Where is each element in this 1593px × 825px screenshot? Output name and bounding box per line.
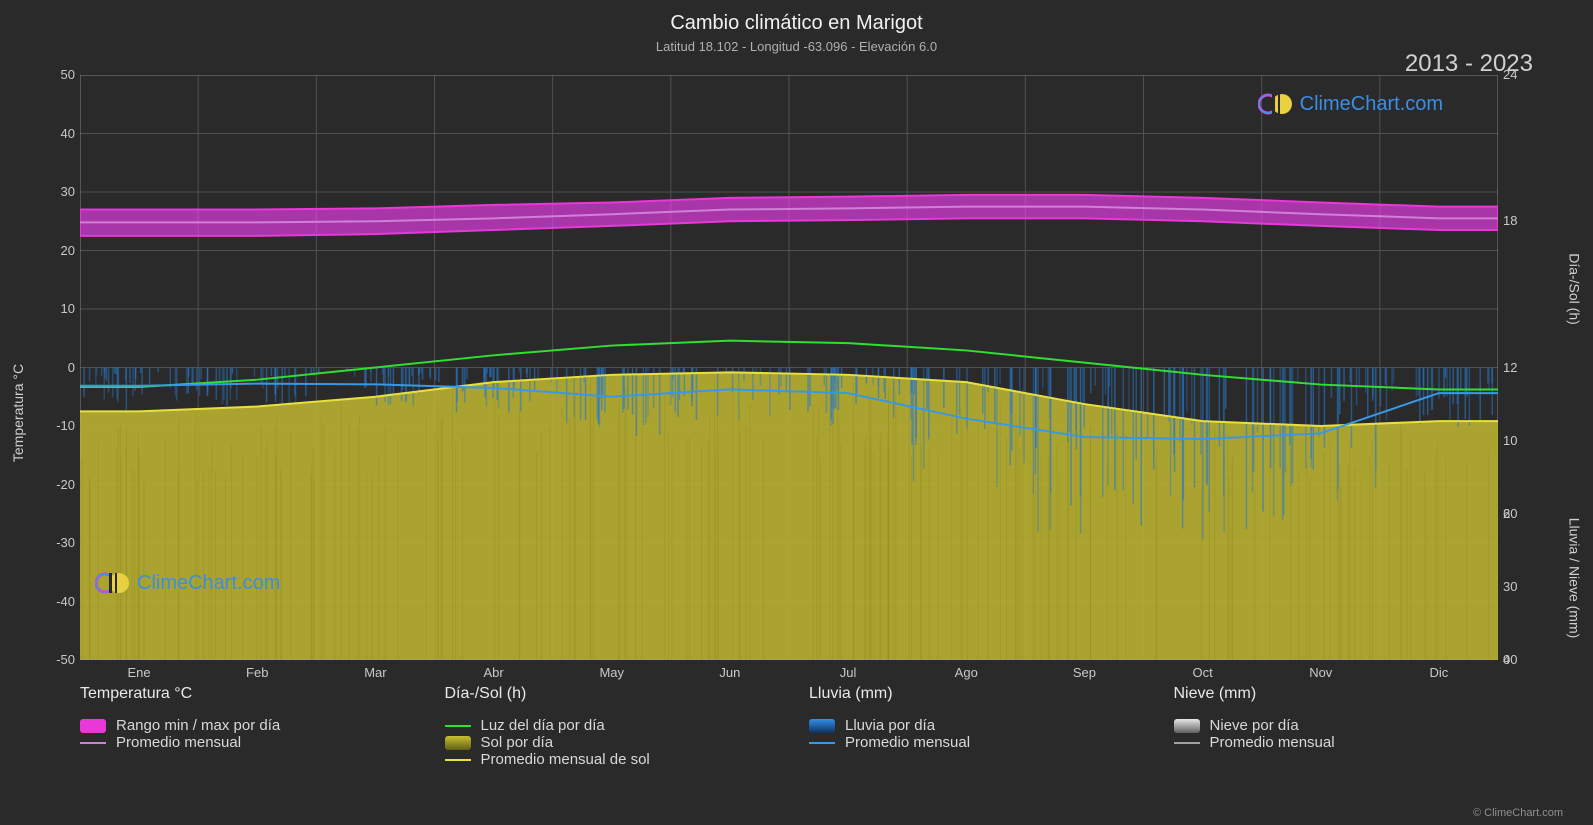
legend-item: Luz del día por día <box>445 717 770 734</box>
legend-label: Promedio mensual <box>1210 734 1335 751</box>
legend-item: Promedio mensual <box>809 734 1134 751</box>
axis-tick: Jun <box>719 665 740 680</box>
watermark-text: ClimeChart.com <box>137 572 280 595</box>
axis-tick: 30 <box>35 184 75 199</box>
chart-subtitle: Latitud 18.102 - Longitud -63.096 - Elev… <box>0 39 1593 54</box>
y-axis-right-bottom-label: Lluvia / Nieve (mm) <box>1567 517 1583 638</box>
legend-label: Luz del día por día <box>481 717 605 734</box>
climate-chart: Cambio climático en Marigot Latitud 18.1… <box>0 0 1593 825</box>
legend-swatch <box>1174 719 1200 733</box>
axis-tick: Sep <box>1073 665 1096 680</box>
plot-area <box>80 75 1498 660</box>
axis-tick: 40 <box>35 126 75 141</box>
axis-tick: -40 <box>35 594 75 609</box>
legend-item: Rango min / max por día <box>80 717 405 734</box>
legend-swatch <box>445 736 471 750</box>
legend-item: Promedio mensual <box>1174 734 1499 751</box>
watermark-top-right: ClimeChart.com <box>1258 90 1443 118</box>
axis-tick: 24 <box>1503 67 1543 82</box>
legend-col-rain: Lluvia (mm) Lluvia por díaPromedio mensu… <box>809 685 1134 805</box>
legend-header: Lluvia (mm) <box>809 685 1134 703</box>
legend-items: Rango min / max por díaPromedio mensual <box>80 717 405 751</box>
legend-swatch <box>445 759 471 761</box>
logo-icon <box>95 569 131 597</box>
axis-tick: 20 <box>35 243 75 258</box>
legend-swatch <box>445 725 471 727</box>
y-axis-left-label: Temperatura °C <box>10 363 26 461</box>
axis-tick: Abr <box>483 665 503 680</box>
legend-item: Sol por día <box>445 734 770 751</box>
axis-tick: 0 <box>35 360 75 375</box>
axis-tick: Nov <box>1309 665 1332 680</box>
axis-tick: Oct <box>1192 665 1212 680</box>
legend-label: Rango min / max por día <box>116 717 280 734</box>
legend-label: Nieve por día <box>1210 717 1299 734</box>
axis-tick: Ene <box>128 665 151 680</box>
axis-tick: May <box>599 665 624 680</box>
legend-item: Promedio mensual de sol <box>445 751 770 768</box>
watermark-bottom-left: ClimeChart.com <box>95 569 280 597</box>
legend-item: Nieve por día <box>1174 717 1499 734</box>
legend-col-sun: Día-/Sol (h) Luz del día por díaSol por … <box>445 685 770 805</box>
legend-label: Lluvia por día <box>845 717 935 734</box>
legend-label: Sol por día <box>481 734 554 751</box>
copyright: © ClimeChart.com <box>1473 807 1563 819</box>
axis-tick: 50 <box>35 67 75 82</box>
plot-svg <box>80 75 1498 660</box>
axis-tick: -10 <box>35 418 75 433</box>
axis-tick: Ago <box>955 665 978 680</box>
axis-tick: 10 <box>1503 433 1543 448</box>
axis-tick: Jul <box>840 665 857 680</box>
legend-header: Temperatura °C <box>80 685 405 703</box>
axis-tick: 18 <box>1503 213 1543 228</box>
legend: Temperatura °C Rango min / max por díaPr… <box>80 685 1498 805</box>
title-block: Cambio climático en Marigot Latitud 18.1… <box>0 12 1593 54</box>
axis-tick: Feb <box>246 665 268 680</box>
legend-item: Promedio mensual <box>80 734 405 751</box>
axis-tick: 40 <box>1503 652 1543 667</box>
legend-swatch <box>80 742 106 744</box>
legend-label: Promedio mensual de sol <box>481 751 650 768</box>
legend-swatch <box>1174 742 1200 744</box>
axis-tick: Mar <box>364 665 386 680</box>
chart-title: Cambio climático en Marigot <box>0 12 1593 35</box>
axis-tick: -30 <box>35 535 75 550</box>
legend-swatch <box>809 742 835 744</box>
legend-items: Lluvia por díaPromedio mensual <box>809 717 1134 751</box>
legend-label: Promedio mensual <box>116 734 241 751</box>
axis-tick: 20 <box>1503 506 1543 521</box>
legend-items: Luz del día por díaSol por díaPromedio m… <box>445 717 770 768</box>
axis-tick: Dic <box>1430 665 1449 680</box>
logo-icon <box>1258 90 1294 118</box>
legend-label: Promedio mensual <box>845 734 970 751</box>
axis-tick: 10 <box>35 301 75 316</box>
watermark-text: ClimeChart.com <box>1300 93 1443 116</box>
axis-tick: -20 <box>35 477 75 492</box>
legend-item: Lluvia por día <box>809 717 1134 734</box>
legend-header: Nieve (mm) <box>1174 685 1499 703</box>
legend-col-temperature: Temperatura °C Rango min / max por díaPr… <box>80 685 405 805</box>
legend-header: Día-/Sol (h) <box>445 685 770 703</box>
axis-tick: 30 <box>1503 579 1543 594</box>
legend-col-snow: Nieve (mm) Nieve por díaPromedio mensual <box>1174 685 1499 805</box>
legend-items: Nieve por díaPromedio mensual <box>1174 717 1499 751</box>
y-axis-right-top-label: Día-/Sol (h) <box>1567 253 1583 325</box>
legend-swatch <box>809 719 835 733</box>
axis-tick: 12 <box>1503 360 1543 375</box>
axis-tick: -50 <box>35 652 75 667</box>
legend-swatch <box>80 719 106 733</box>
